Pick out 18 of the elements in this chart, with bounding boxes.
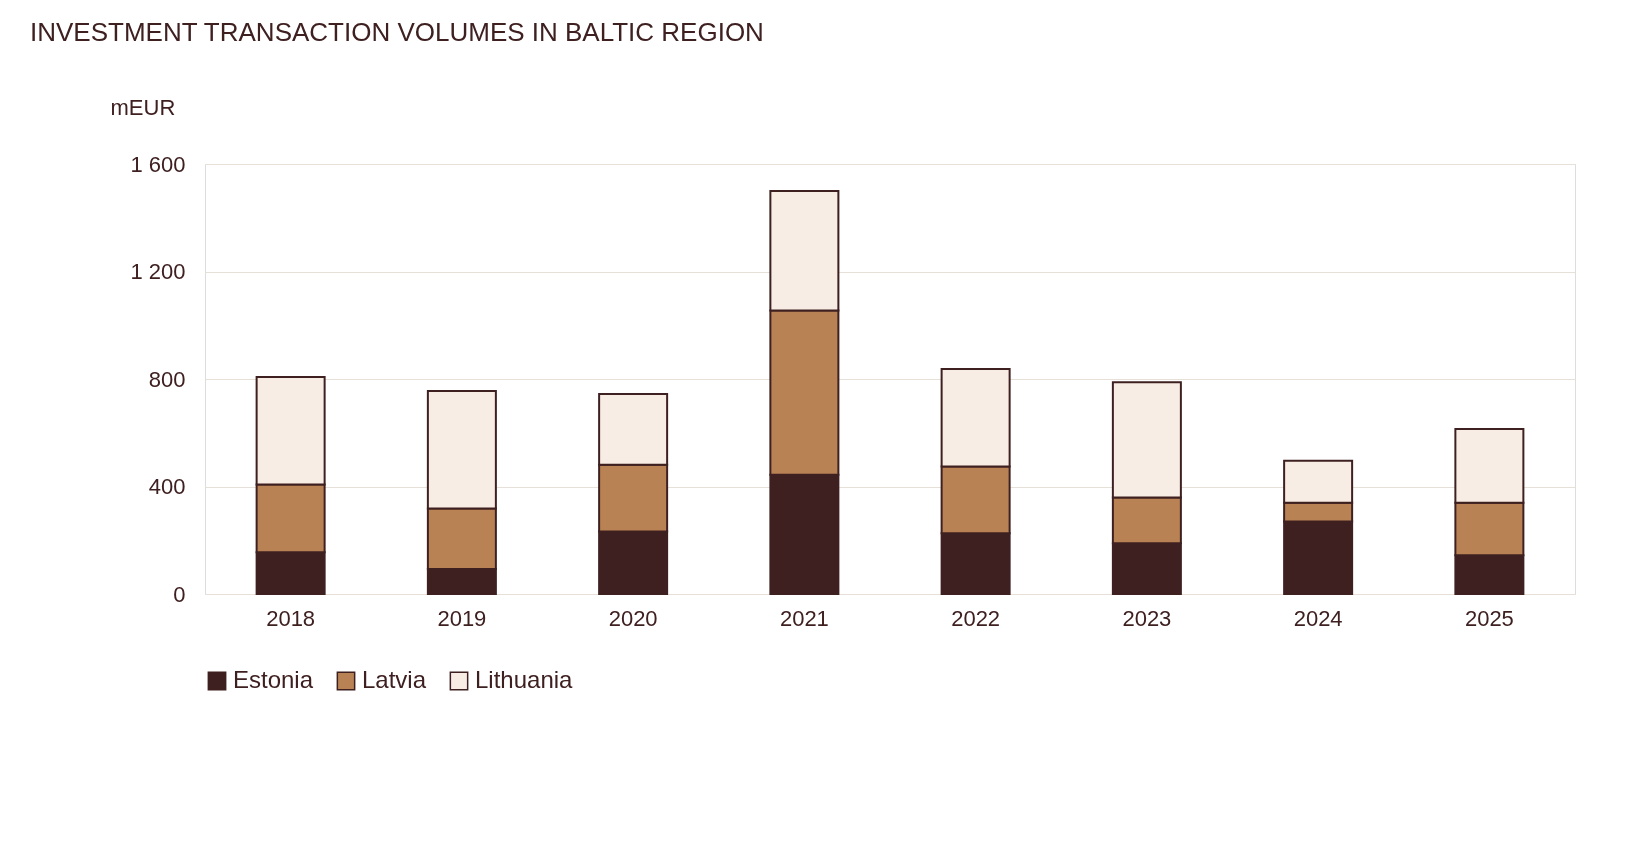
- legend-label: Estonia: [233, 666, 314, 693]
- x-tick-label: 2019: [437, 605, 487, 631]
- y-tick-label: 1 600: [130, 151, 186, 177]
- legend-label: Lithuania: [475, 666, 574, 693]
- x-tick-label: 2020: [608, 605, 658, 631]
- x-tick-label: 2024: [1293, 605, 1343, 631]
- x-tick-label: 2023: [1122, 605, 1172, 631]
- legend-label: Latvia: [362, 666, 427, 693]
- chart-title: INVESTMENT TRANSACTION VOLUMES IN BALTIC REGION: [30, 17, 764, 47]
- x-tick-label: 2018: [266, 605, 316, 631]
- x-tick-label: 2022: [951, 605, 1001, 631]
- y-tick-label: 400: [148, 474, 186, 499]
- y-tick-label: 0: [173, 581, 186, 607]
- x-tick-label: 2021: [779, 605, 829, 631]
- y-tick-label: 1 200: [130, 259, 186, 284]
- y-axis-title: mEUR: [110, 94, 176, 120]
- y-tick-label: 800: [148, 366, 186, 392]
- x-tick-label: 2025: [1464, 605, 1514, 631]
